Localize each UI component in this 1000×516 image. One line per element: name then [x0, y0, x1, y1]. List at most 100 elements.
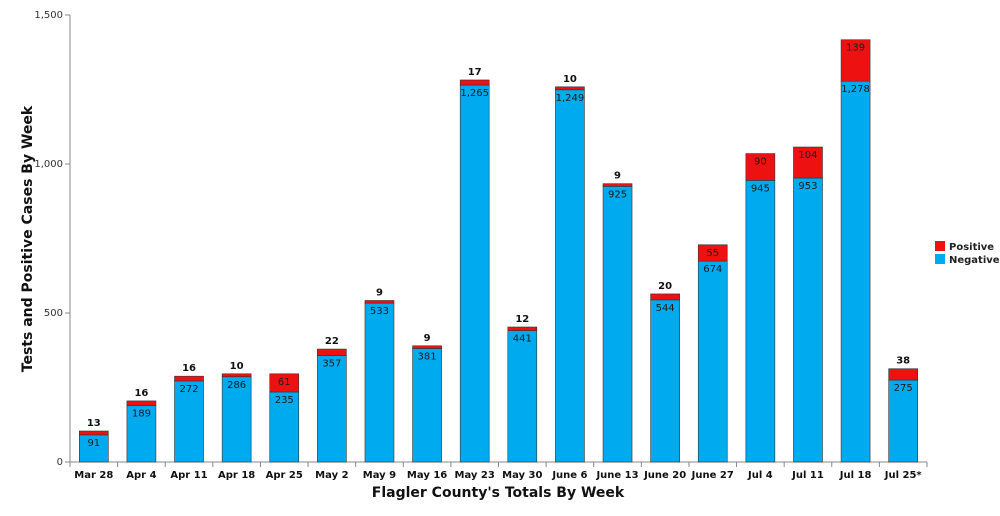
bar-negative [507, 330, 538, 463]
x-tick-label: May 23 [455, 470, 495, 481]
positive-value-label: 61 [278, 377, 291, 388]
positive-value-label: 12 [515, 314, 529, 325]
negative-value-label: 91 [87, 438, 100, 449]
bar-positive [317, 348, 347, 356]
y-tick-label: 1,000 [34, 159, 63, 170]
x-tick-label: June 6 [551, 470, 587, 481]
bar-positive [650, 293, 680, 301]
bar-negative [221, 376, 252, 463]
bar-positive [126, 400, 157, 406]
x-tick-label: May 16 [407, 470, 447, 481]
negative-value-label: 286 [227, 380, 246, 391]
positive-value-label: 9 [376, 287, 383, 298]
bar-positive [745, 153, 776, 181]
negative-value-label: 925 [608, 189, 627, 200]
positive-value-label: 90 [754, 157, 767, 168]
x-tick-label: June 13 [595, 470, 638, 481]
negative-value-label: 381 [418, 351, 437, 362]
x-tick-label: May 9 [363, 470, 396, 481]
x-tick-label: Jul 25* [884, 470, 923, 481]
negative-value-label: 544 [656, 303, 675, 314]
bar-negative [79, 434, 109, 463]
positive-value-label: 104 [798, 150, 817, 161]
bar-positive [221, 373, 252, 378]
positive-value-label: 9 [424, 333, 431, 344]
negative-value-label: 272 [179, 384, 198, 395]
x-axis-title: Flagler County's Totals By Week [372, 485, 625, 501]
bar-positive [840, 39, 871, 82]
bar-positive [602, 183, 633, 187]
bar-negative [364, 302, 395, 463]
bar-negative [317, 355, 347, 463]
positive-value-label: 55 [706, 248, 719, 259]
bar-positive [174, 375, 204, 382]
bar-negative [650, 299, 680, 463]
bar-negative [126, 405, 157, 463]
positive-value-label: 20 [658, 281, 672, 292]
negative-value-label: 674 [703, 264, 722, 275]
negative-value-label: 953 [798, 181, 817, 192]
bar-positive [555, 86, 585, 91]
negative-value-label: 189 [132, 409, 151, 420]
x-tick-label: Jul 4 [747, 470, 773, 481]
bar-positive [793, 146, 823, 179]
bar-negative [745, 180, 776, 463]
legend-positive-label: Positive [949, 242, 994, 253]
negative-value-label: 275 [894, 383, 913, 394]
negative-value-label: 945 [751, 183, 770, 194]
x-tick-label: Apr 25 [266, 470, 303, 481]
positive-value-label: 22 [325, 336, 339, 347]
legend-negative-label: Negative [949, 255, 1000, 266]
bar-negative [697, 260, 728, 463]
positive-value-label: 16 [182, 363, 196, 374]
positive-value-label: 17 [468, 67, 482, 78]
negative-value-label: 1,249 [556, 93, 585, 104]
bar-negative [840, 80, 871, 463]
x-tick-label: Apr 11 [170, 470, 207, 481]
x-tick-label: Mar 28 [74, 470, 113, 481]
positive-value-label: 16 [134, 388, 148, 399]
positive-value-label: 9 [614, 171, 621, 182]
x-tick-label: Apr 18 [218, 470, 255, 481]
x-tick-label: June 27 [691, 470, 734, 481]
data-labels: 91 13 189 16 272 16 286 10 235 61 357 22 533 9 381 9 1,2… [87, 43, 913, 449]
bar-negative [793, 177, 823, 463]
bar-positive [459, 79, 490, 86]
bar-positive [888, 368, 918, 381]
x-tick-label: Jul 18 [839, 470, 872, 481]
x-tick-label: May 2 [315, 470, 348, 481]
negative-value-label: 235 [275, 395, 294, 406]
legend-negative-swatch [935, 254, 945, 264]
positive-value-label: 10 [230, 361, 244, 372]
x-tick-label: Jul 11 [791, 470, 824, 481]
negative-value-label: 533 [370, 306, 389, 317]
negative-value-label: 357 [322, 359, 341, 370]
bar-positive [507, 326, 538, 331]
y-tick-label: 0 [57, 457, 63, 468]
bar-negative [459, 84, 490, 463]
legend: Positive Negative [935, 241, 1000, 266]
y-axis-title: Tests and Positive Cases By Week [20, 105, 36, 372]
positive-value-label: 139 [846, 43, 865, 54]
x-tick-label: May 30 [502, 470, 542, 481]
x-tick-label: Apr 4 [126, 470, 156, 481]
bar-negative [555, 89, 585, 463]
bar-positive [412, 345, 442, 349]
x-tick-label: June 20 [643, 470, 686, 481]
negative-value-label: 1,265 [460, 88, 489, 99]
bar-positive [364, 300, 395, 304]
bars [79, 39, 918, 463]
y-tick-label: 1,500 [34, 10, 63, 21]
bar-positive [697, 244, 728, 262]
bar-positive [269, 373, 300, 393]
negative-value-label: 1,278 [841, 84, 870, 95]
positive-value-label: 38 [896, 356, 910, 367]
positive-value-label: 10 [563, 74, 577, 85]
axes: 0 500 1,000 1,500 Mar 28 Apr 4 Apr 11 Apr 18 Apr… [34, 10, 928, 481]
y-tick-label: 500 [44, 308, 63, 319]
positive-value-label: 13 [87, 418, 101, 429]
bar-negative [412, 348, 442, 463]
legend-positive-swatch [935, 241, 945, 251]
bar-positive [79, 430, 109, 436]
